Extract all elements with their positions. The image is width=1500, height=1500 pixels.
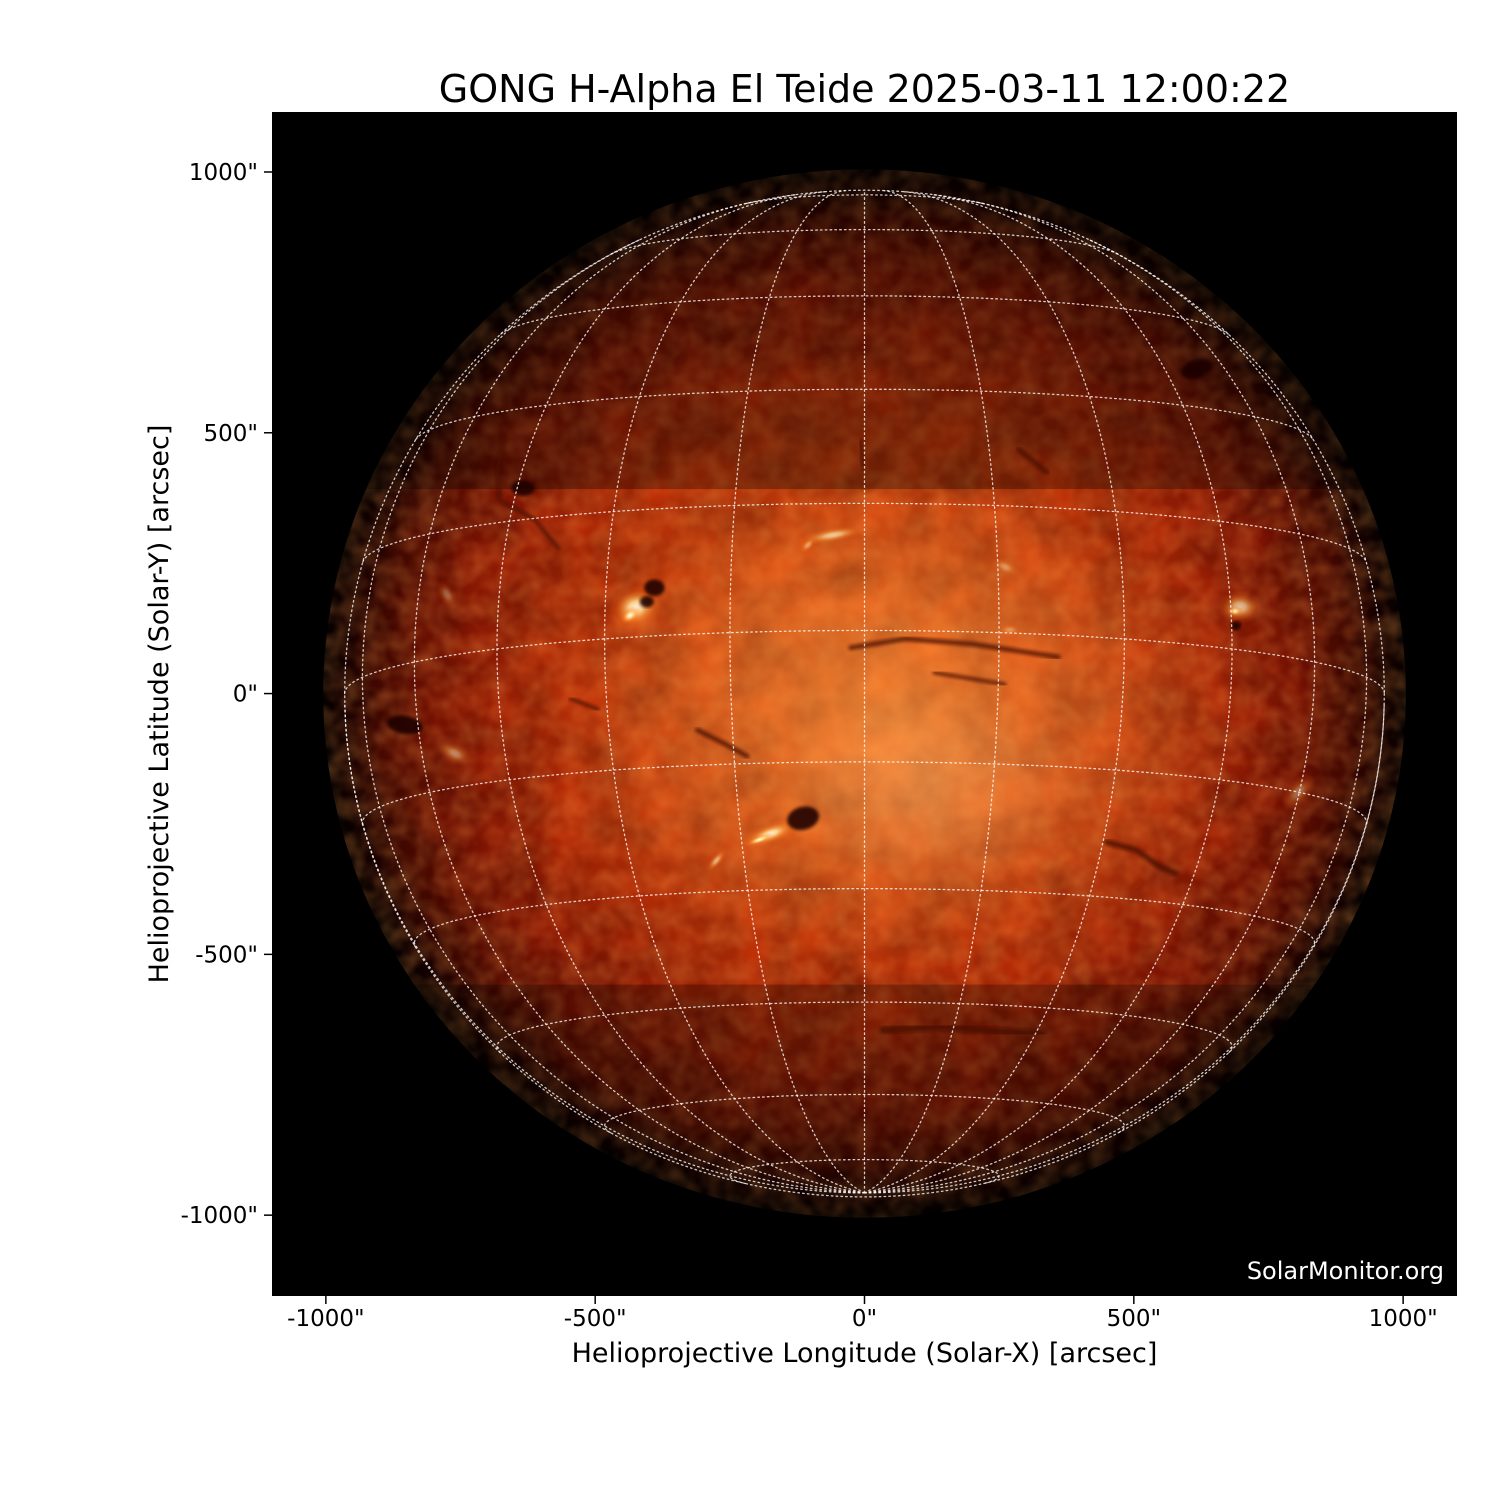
x-tick-label: -1000"	[287, 1306, 364, 1332]
filament	[858, 438, 867, 472]
plage-region	[997, 623, 1023, 637]
y-tick-label: 1000"	[189, 160, 258, 186]
sunspot	[1231, 621, 1242, 631]
heliographic-grid	[344, 189, 1385, 1198]
sunspot	[1181, 358, 1213, 379]
plage-region	[705, 848, 727, 873]
filament	[1016, 447, 1050, 475]
sunspot	[644, 579, 665, 597]
plage-region	[435, 579, 459, 610]
plage-region	[744, 832, 775, 847]
sun-disk	[323, 169, 1406, 1218]
plage-region	[991, 557, 1019, 577]
filament	[495, 436, 560, 550]
plot-render-root: -1000" -500" 0" 500" 1000"1000"500"0"-500"-1…	[181, 112, 1457, 1332]
filament	[932, 670, 1007, 687]
plage-region	[1227, 605, 1244, 617]
x-tick-label: 0"	[852, 1306, 877, 1332]
filament	[1103, 839, 1179, 877]
plage-region	[799, 536, 817, 554]
sunspot	[511, 480, 535, 496]
filament	[879, 1022, 1047, 1038]
y-tick-label: -1000"	[181, 1203, 258, 1229]
x-axis-ticks: -1000" -500" 0" 500" 1000"	[287, 1296, 1438, 1332]
plage-region	[437, 740, 473, 767]
y-tick-label: 500"	[204, 421, 258, 447]
filament	[848, 636, 1061, 660]
sunspot	[387, 715, 423, 735]
y-axis-ticks: 1000" 500" 0" -500" -1000"	[181, 160, 272, 1229]
filament	[568, 696, 600, 712]
plage-region	[1281, 774, 1315, 811]
sunspot	[787, 806, 819, 831]
y-tick-label: -500"	[195, 942, 258, 968]
plage-region	[619, 605, 642, 625]
x-axis-label: Helioprojective Longitude (Solar-X) [arc…	[572, 1338, 1158, 1369]
y-axis-label: Helioprojective Latitude (Solar-Y) [arcs…	[144, 425, 175, 984]
y-tick-label: 0"	[233, 682, 258, 708]
x-tick-label: 500"	[1107, 1306, 1161, 1332]
solar-features	[387, 358, 1315, 1038]
watermark: SolarMonitor.org	[1247, 1257, 1444, 1285]
x-tick-label: 1000"	[1369, 1306, 1438, 1332]
sunspot	[639, 596, 654, 608]
x-tick-label: -500"	[564, 1306, 627, 1332]
figure-title: GONG H-Alpha El Teide 2025-03-11 12:00:2…	[439, 67, 1290, 111]
filament	[695, 727, 750, 759]
